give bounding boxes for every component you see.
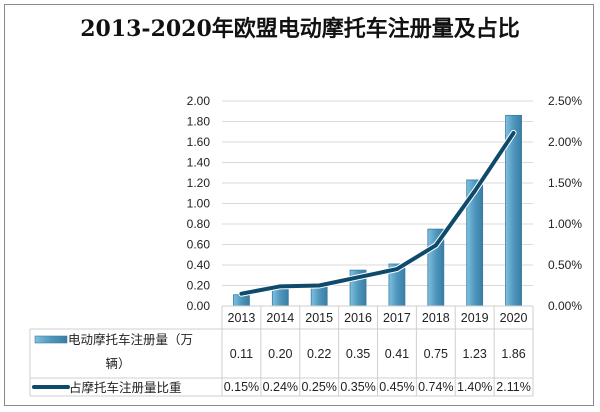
y-left-tick-label: 1.20 — [187, 176, 211, 190]
y-right-tick-label: 0.00% — [548, 299, 582, 313]
bar-data-label: 0.22 — [307, 347, 331, 361]
y-left-tick-label: 1.60 — [187, 135, 211, 149]
bar-data-label: 0.75 — [424, 347, 448, 361]
y-right-tick-label: 2.50% — [548, 94, 582, 108]
x-category-label: 2013 — [228, 311, 256, 325]
bar-data-label: 0.35 — [346, 347, 370, 361]
y-left-tick-label: 0.20 — [187, 279, 211, 293]
bar-data-label: 1.23 — [463, 347, 487, 361]
series-line — [239, 130, 516, 296]
x-category-label: 2017 — [383, 311, 411, 325]
bar-data-label: 0.20 — [268, 347, 292, 361]
y-right-tick-label: 1.00% — [548, 217, 582, 231]
bar-data-label: 0.11 — [230, 347, 253, 361]
line-data-label: 0.35% — [340, 380, 375, 394]
line-data-label: 0.74% — [418, 380, 453, 394]
legend-bar-swatch — [34, 335, 68, 344]
x-category-label: 2019 — [461, 311, 489, 325]
y-left-tick-label: 1.80 — [187, 115, 211, 129]
chart-frame — [4, 4, 594, 406]
y-right-tick-label: 1.50% — [548, 176, 582, 190]
bar-data-label: 0.41 — [385, 347, 409, 361]
line-data-label: 0.45% — [379, 380, 414, 394]
line-data-label: 1.40% — [457, 380, 492, 394]
y-right-tick-label: 2.00% — [548, 135, 582, 149]
y-right-tick-label: 0.50% — [548, 258, 582, 272]
y-left-tick-label: 2.00 — [187, 94, 211, 108]
y-left-tick-label: 0.60 — [187, 238, 211, 252]
line-data-label: 0.15% — [224, 380, 259, 394]
x-category-label: 2015 — [305, 311, 333, 325]
y-left-tick-label: 1.40 — [187, 156, 211, 170]
legend-bar-label-cont: 辆） — [105, 357, 130, 371]
y-left-tick-label: 0.80 — [187, 217, 211, 231]
chart-title: 2013-2020年欧盟电动摩托车注册量及占比 — [80, 16, 520, 42]
line-data-label: 2.11% — [496, 380, 531, 394]
x-category-label: 2016 — [344, 311, 372, 325]
bar-data-label: 1.86 — [501, 347, 525, 361]
x-category-label: 2014 — [266, 311, 294, 325]
line-data-label: 0.25% — [301, 380, 336, 394]
legend-line-label: 占摩托车注册量比重 — [69, 380, 182, 395]
y-left-tick-label: 1.00 — [187, 197, 211, 211]
x-category-label: 2018 — [422, 311, 450, 325]
line-data-label: 0.24% — [263, 380, 298, 394]
y-left-tick-label: 0.40 — [187, 258, 211, 272]
y-left-tick-label: 0.00 — [187, 299, 211, 313]
x-category-label: 2020 — [500, 311, 528, 325]
legend-bar-label: 电动摩托车注册量（万 — [68, 332, 193, 347]
